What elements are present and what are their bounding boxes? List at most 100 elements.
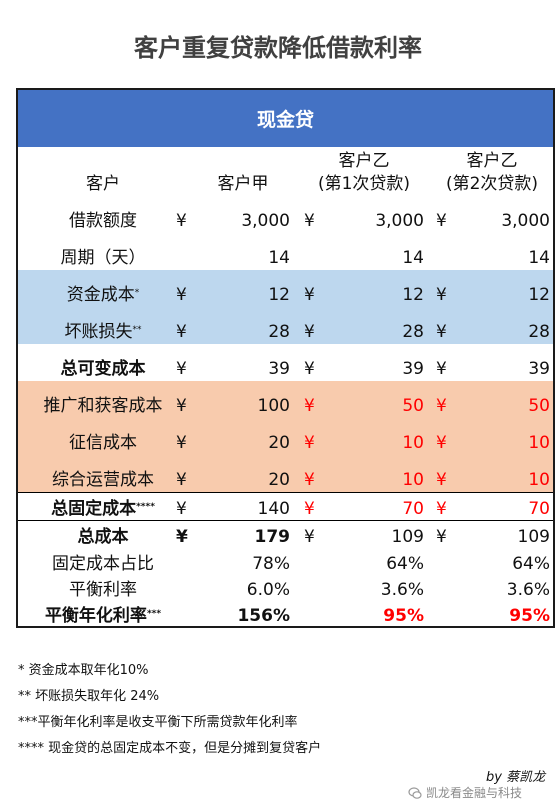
footnote-marker: ***: [146, 609, 162, 619]
value-customer-a: 78%: [252, 554, 290, 574]
footnote-marker: ****: [136, 502, 155, 512]
currency-symbol-c: ¥: [436, 527, 447, 547]
currency-symbol-c: ¥: [436, 211, 447, 231]
value-customer-c: 70: [528, 499, 550, 519]
currency-symbol-c: ¥: [436, 285, 447, 305]
value-customer-a: 3,000: [241, 211, 290, 231]
value-customer-b: 3.6%: [380, 580, 424, 600]
value-customer-b: 109: [391, 527, 424, 547]
currency-symbol-a: ¥: [176, 211, 187, 231]
row-label-text: 坏账损失: [64, 322, 133, 342]
author-byline: by 蔡凯龙: [486, 770, 546, 785]
value-customer-c: 12: [528, 285, 550, 305]
value-customer-c: 95%: [509, 606, 550, 626]
footnote-marker: *: [134, 288, 140, 298]
row-label: 综合运营成本: [18, 470, 188, 490]
value-customer-c: 3,000: [501, 211, 550, 231]
row-label-text: 推广和获客成本: [43, 396, 163, 416]
row-label: 固定成本占比: [18, 554, 188, 574]
value-customer-a: 14: [268, 248, 290, 268]
currency-symbol-b: ¥: [304, 359, 315, 379]
footnotes: * 资金成本取年化10% ** 坏账损失取年化 24% ***平衡年化利率是收支…: [18, 658, 321, 762]
value-customer-a: 6.0%: [246, 580, 290, 600]
footnote: ***平衡年化利率是收支平衡下所需贷款年化利率: [18, 715, 298, 730]
currency-symbol-b: ¥: [304, 527, 315, 547]
value-customer-b: 28: [402, 322, 424, 342]
currency-symbol-a: ¥: [176, 499, 187, 519]
value-customer-c: 10: [528, 470, 550, 490]
currency-symbol-a: ¥: [176, 396, 187, 416]
value-customer-a: 12: [268, 285, 290, 305]
currency-symbol-c: ¥: [436, 433, 447, 453]
currency-symbol-b: ¥: [304, 470, 315, 490]
row-label: 借款额度: [18, 211, 188, 231]
value-customer-b: 39: [402, 359, 424, 379]
footnote: ** 坏账损失取年化 24%: [18, 689, 160, 704]
currency-symbol-c: ¥: [436, 396, 447, 416]
watermark-text: 凯龙看金融与科技: [426, 786, 523, 800]
currency-symbol-a: ¥: [176, 322, 187, 342]
row-label-text: 综合运营成本: [52, 470, 154, 490]
watermark: 凯龙看金融与科技: [408, 784, 522, 801]
row-label-text: 征信成本: [69, 433, 137, 453]
divider-fixed-total: [18, 492, 553, 493]
band-capital-costs: [18, 270, 553, 344]
col-header-customer: 客户: [86, 174, 120, 194]
value-customer-c: 28: [528, 322, 550, 342]
row-label-text: 资金成本: [66, 285, 135, 305]
row-label: 平衡年化利率***: [18, 606, 188, 626]
col-header-customer-a: 客户甲: [217, 174, 269, 194]
row-label: 总成本: [18, 527, 188, 547]
value-customer-c: 10: [528, 433, 550, 453]
footnote: * 资金成本取年化10%: [18, 663, 149, 678]
currency-symbol-a: ¥: [176, 433, 187, 453]
row-label-text: 总成本: [77, 527, 129, 547]
currency-symbol-c: ¥: [436, 359, 447, 379]
value-customer-b: 10: [402, 470, 424, 490]
value-customer-a: 20: [268, 433, 290, 453]
value-customer-c: 109: [517, 527, 550, 547]
footnote: **** 现金贷的总固定成本不变，但是分摊到复贷客户: [18, 741, 322, 756]
currency-symbol-a: ¥: [176, 527, 188, 547]
footnote-marker: **: [132, 325, 142, 335]
value-customer-a: 28: [268, 322, 290, 342]
band-fixed-costs: [18, 381, 553, 492]
value-customer-c: 64%: [512, 554, 550, 574]
col-header-customer-c-note: (第2次贷款): [445, 174, 539, 194]
col-header-customer-b-note: (第1次贷款): [317, 174, 411, 194]
value-customer-a: 179: [254, 527, 291, 547]
divider-total: [18, 520, 553, 521]
page-title: 客户重复贷款降低借款利率: [134, 34, 422, 62]
currency-symbol-b: ¥: [304, 211, 315, 231]
value-customer-c: 3.6%: [506, 580, 550, 600]
row-label: 平衡利率: [18, 580, 188, 600]
col-header-customer-b: 客户乙: [338, 151, 390, 171]
value-customer-c: 14: [528, 248, 550, 268]
cost-table: 现金贷 客户 客户甲 客户乙 (第1次贷款) 客户乙 (第2次贷款) 借款额度 ¥…: [16, 88, 555, 628]
value-customer-b: 10: [402, 433, 424, 453]
row-label: 周期（天）: [18, 248, 188, 268]
currency-symbol-a: ¥: [176, 359, 187, 379]
value-customer-b: 50: [402, 396, 424, 416]
currency-symbol-b: ¥: [304, 499, 315, 519]
value-customer-c: 50: [528, 396, 550, 416]
value-customer-b: 70: [402, 499, 424, 519]
row-label-text: 总固定成本: [51, 499, 137, 519]
currency-symbol-a: ¥: [176, 285, 187, 305]
value-customer-a: 140: [257, 499, 290, 519]
row-label-text: 周期（天）: [60, 248, 146, 268]
value-customer-a: 156%: [237, 606, 290, 626]
value-customer-a: 39: [268, 359, 290, 379]
row-label-text: 固定成本占比: [52, 554, 154, 574]
value-customer-b: 64%: [386, 554, 424, 574]
currency-symbol-c: ¥: [436, 322, 447, 342]
row-label: 征信成本: [18, 433, 188, 453]
row-label: 推广和获客成本: [18, 396, 188, 416]
value-customer-c: 39: [528, 359, 550, 379]
wechat-icon: [408, 786, 422, 799]
row-label-text: 平衡利率: [69, 580, 137, 600]
currency-symbol-c: ¥: [436, 470, 447, 490]
table-header: 现金贷: [18, 90, 553, 147]
row-label-text: 借款额度: [69, 211, 137, 231]
value-customer-b: 95%: [383, 606, 424, 626]
